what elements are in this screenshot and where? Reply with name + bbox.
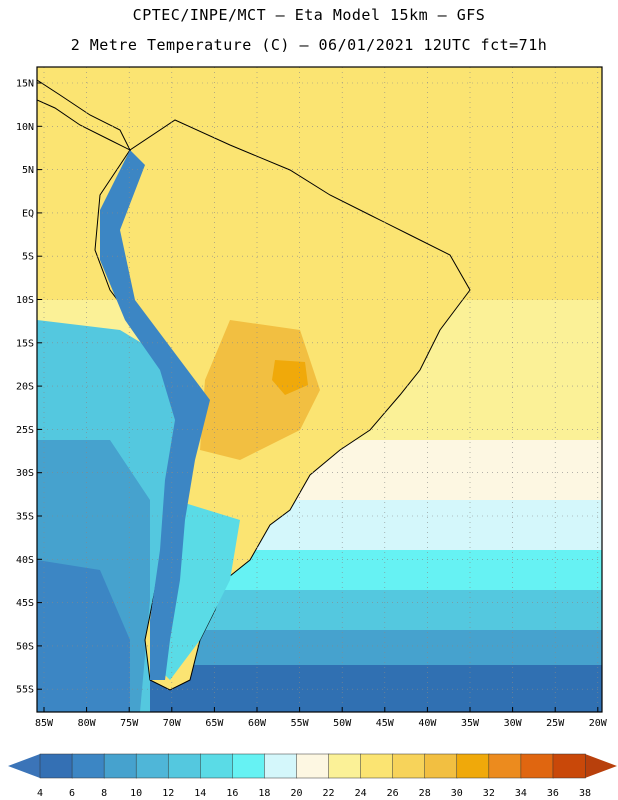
- lat-label: 45S: [16, 598, 34, 609]
- colorbar-tick-label: 28: [419, 788, 431, 799]
- colorbar-tick-labels: 4 6 8 10 12 14 16 18 20 22 24 26 28 30 32 34 36 38: [37, 788, 591, 799]
- lat-label: 20S: [16, 382, 34, 393]
- colorbar-cell: [135, 753, 169, 779]
- lat-label: 25S: [16, 425, 34, 436]
- colorbar-cell: [552, 753, 586, 779]
- colorbar-tick-label: 34: [515, 788, 527, 799]
- colorbar-tick-label: 6: [69, 788, 75, 799]
- lat-label: 5N: [22, 165, 34, 176]
- map-frame: [36, 66, 603, 713]
- colorbar: [8, 753, 617, 779]
- colorbar-low-arrow: [8, 754, 40, 778]
- colorbar-cell: [328, 753, 362, 779]
- lon-label: 50W: [333, 718, 352, 729]
- colorbar-cell: [200, 753, 234, 779]
- lat-lon-grid: [37, 67, 602, 712]
- colorbar-tick-label: 4: [37, 788, 43, 799]
- hot-interior: [200, 320, 320, 460]
- colorbar-cell: [296, 753, 330, 779]
- colorbar-tick-label: 12: [162, 788, 174, 799]
- colorbar-cell: [360, 753, 394, 779]
- central-america: [37, 79, 132, 152]
- map-title-line1: CPTEC/INPE/MCT – Eta Model 15km – GFS: [132, 6, 486, 24]
- pacific-colder: [37, 560, 130, 712]
- hottest-core: [272, 360, 308, 395]
- colorbar-cell: [167, 753, 202, 779]
- colorbar-cell: [424, 753, 458, 779]
- colorbar-high-arrow: [585, 754, 617, 778]
- colorbar-cell: [488, 753, 522, 779]
- lat-label: 15N: [16, 79, 34, 90]
- lon-label: 45W: [376, 718, 395, 729]
- lon-label: 20W: [589, 718, 608, 729]
- lat-label: 35S: [16, 512, 34, 523]
- lon-label: 25W: [546, 718, 565, 729]
- lat-label: 5S: [22, 252, 34, 263]
- colorbar-tick-label: 22: [323, 788, 335, 799]
- lat-label: 40S: [16, 555, 34, 566]
- colorbar-tick-label: 32: [483, 788, 495, 799]
- colorbar-tick-label: 38: [579, 788, 591, 799]
- colorbar-cell: [103, 753, 137, 779]
- colorbar-cell: [232, 753, 266, 779]
- colorbar-tick-label: 18: [258, 788, 270, 799]
- colorbar-cell: [264, 753, 298, 779]
- lon-label: 75W: [120, 718, 139, 729]
- andes-cold-ridge: [100, 150, 210, 680]
- lon-label: 85W: [35, 718, 54, 729]
- colorbar-cell: [520, 753, 554, 779]
- lon-label: 55W: [291, 718, 310, 729]
- colorbar-tick-label: 20: [290, 788, 302, 799]
- colorbar-tick-label: 26: [387, 788, 399, 799]
- colorbar-tick-label: 24: [355, 788, 367, 799]
- lon-label: 80W: [78, 718, 97, 729]
- lat-label: 55S: [16, 685, 34, 696]
- lon-label: 70W: [163, 718, 182, 729]
- colorbar-tick-label: 14: [194, 788, 206, 799]
- map-title-line2: 2 Metre Temperature (C) – 06/01/2021 12U…: [70, 36, 548, 54]
- lon-label: 65W: [205, 718, 224, 729]
- lat-label: EQ: [22, 208, 34, 219]
- colorbar-cell: [456, 753, 490, 779]
- lon-label: 60W: [248, 718, 267, 729]
- colorbar-tick-label: 16: [226, 788, 238, 799]
- colorbar-tick-label: 36: [547, 788, 559, 799]
- lon-label: 40W: [418, 718, 437, 729]
- colorbar-tick-label: 8: [101, 788, 107, 799]
- colorbar-cell: [392, 753, 426, 779]
- latitude-labels: 15N 10N 5N EQ 5S 10S 15S 20S 25S 30S 35S 40S 45S 50S 5…: [16, 79, 42, 696]
- lon-label: 35W: [461, 718, 480, 729]
- colorbar-cell: [39, 753, 73, 779]
- lat-label: 50S: [16, 641, 34, 652]
- lat-label: 10S: [16, 295, 34, 306]
- colorbar-tick-label: 30: [451, 788, 463, 799]
- lat-label: 30S: [16, 468, 34, 479]
- map-field: [37, 67, 602, 712]
- lon-label: 30W: [504, 718, 523, 729]
- colorbar-cell: [71, 753, 105, 779]
- colorbar-tick-label: 10: [130, 788, 142, 799]
- longitude-labels: 85W 80W 75W 70W 65W 60W 55W 50W 45W 40W 35W 30W 25W 2…: [35, 707, 608, 729]
- lat-label: 10N: [16, 122, 34, 133]
- lat-label: 15S: [16, 338, 34, 349]
